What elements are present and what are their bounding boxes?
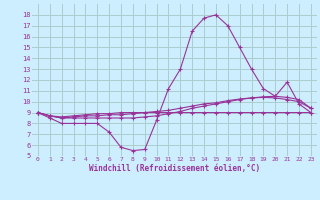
X-axis label: Windchill (Refroidissement éolien,°C): Windchill (Refroidissement éolien,°C) (89, 164, 260, 173)
